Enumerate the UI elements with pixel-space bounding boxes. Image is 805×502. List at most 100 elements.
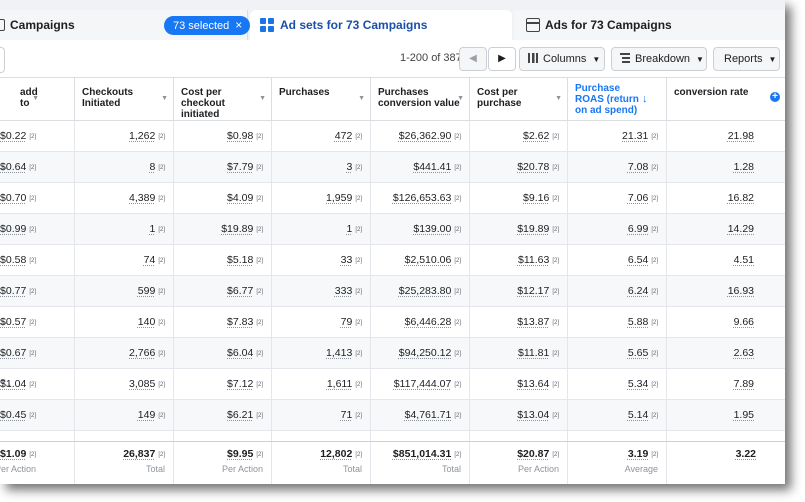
column-header-purchase-roas[interactable]: Purchase ROAS (return on ad spend) ↓ <box>567 78 666 121</box>
cell-value: $20.77 <box>517 440 549 441</box>
table-row[interactable]: ... $0.57 [2] 140 [2] $7.83 [2] 79 [2] $6,446.28[… <box>0 307 785 338</box>
cell-cost-per-purchase: $12.17 [2] <box>469 276 567 306</box>
tab-ads[interactable]: Ads for 73 Campaigns <box>514 10 785 40</box>
reports-button[interactable]: Reports ▼ <box>713 47 780 71</box>
cell-value: $13.87 <box>517 316 550 328</box>
cell-value: $12.17 <box>517 285 550 297</box>
add-column-icon[interactable]: + <box>770 92 780 102</box>
cell-value: $6.77 <box>227 285 254 297</box>
footnote-marker: [2] <box>256 258 263 264</box>
cell-add-to: $0.99 [2] <box>0 214 44 244</box>
cell-add-to: $1.35[2] <box>0 431 44 441</box>
chevron-down-icon[interactable]: ▼ <box>555 95 562 102</box>
total-add-to: $1.09[2] Per Action <box>0 442 44 484</box>
column-header-checkouts-initiated[interactable]: Checkouts Initiated ▼ <box>74 78 173 121</box>
cell-cost-per-purchase: $20.77[2] <box>469 431 567 441</box>
table-row[interactable]: $0.70 [2] 4,389 [2] $4.09 [2] 1,959 [2] $126,653… <box>0 183 785 214</box>
breakdown-button[interactable]: Breakdown ▼ <box>611 47 707 71</box>
chevron-down-icon[interactable]: ▼ <box>32 95 39 102</box>
tab-campaigns[interactable]: Campaigns 73 selected × <box>0 10 251 40</box>
chevron-down-icon[interactable]: ▼ <box>358 95 365 102</box>
footnote-marker: [2] <box>29 227 36 233</box>
cell-checkouts-initiated: 140 [2] <box>74 307 173 337</box>
columns-button[interactable]: Columns ▼ <box>519 47 605 71</box>
cell-checkouts-initiated: 2,766 [2] <box>74 338 173 368</box>
cell-value: $0.70 <box>0 192 27 204</box>
column-header-cost-per-purchase[interactable]: Cost per purchase ▼ <box>469 78 567 121</box>
cell-conversion-rate: 7.89 <box>666 369 764 399</box>
footnote-marker: [2] <box>29 196 36 202</box>
table-row[interactable]: $0.99 [2] 1 [2] $19.89 [2] 1 [2] $139.00 [2] $19.8… <box>0 214 785 245</box>
footnote-marker: [2] <box>355 452 362 458</box>
cell-purchases: 71 [2] <box>271 400 370 430</box>
table-row[interactable]: $0.77 [2] 599 [2] $6.77 [2] 333 [2] $25,283.80 [2… <box>0 276 785 307</box>
total-cost-per-checkout: $9.95 [2] Per Action <box>173 442 271 484</box>
cell-value: 2,766 <box>129 347 156 359</box>
table-row[interactable]: $0.22 [2] 1,262 [2] $0.98 [2] 472 [2] $26,362.90… <box>0 121 785 152</box>
cell-purchases-value: $25,283.80 [2] <box>370 276 469 306</box>
cell-checkouts-initiated: 1 [2] <box>74 214 173 244</box>
column-header-cost-per-checkout[interactable]: Cost per checkout initiated ▼ <box>173 78 271 121</box>
table-row[interactable]: $1.35[2]8[2]$7.79[2]3[2]$318.98[2]$20.77… <box>0 431 785 441</box>
cell-value: $1.35 <box>0 440 26 441</box>
cell-value: $94,250.12 <box>398 347 452 359</box>
table-row[interactable]: $0.45 [2] 149 [2] $6.21 [2] 71 [2] $4,761.71 [2] $… <box>0 400 785 431</box>
table-row[interactable]: $0.67 [2] 2,766 [2] $6.04 [2] 1,413 [2] $94,250.… <box>0 338 785 369</box>
cell-value: $0.64 <box>0 161 27 173</box>
cell-value: 7.06 <box>627 192 649 204</box>
grid-icon <box>260 18 274 32</box>
cell-conversion-rate: 16.93 <box>666 276 764 306</box>
chevron-down-icon[interactable]: ▼ <box>161 95 168 102</box>
column-header-label: add to <box>20 87 38 109</box>
footnote-marker: [2] <box>29 452 36 458</box>
cell-value: $7.12 <box>227 378 254 390</box>
total-amount: 3.19 <box>627 448 649 460</box>
footnote-marker: [2] <box>29 289 36 295</box>
cell-value: 1,611 <box>326 378 353 390</box>
cell-purchases-value: $94,250.12 [2] <box>370 338 469 368</box>
cell-conversion-rate: 1.37 <box>666 431 764 441</box>
cell-purchases-value: $26,362.90 [2] <box>370 121 469 151</box>
cell-value: $0.77 <box>0 285 27 297</box>
column-header-label: Checkouts Initiated <box>82 87 134 109</box>
cell-value: $2,510.06 <box>404 254 452 266</box>
close-icon[interactable]: × <box>235 18 243 32</box>
cell-add-to: $0.45 [2] <box>0 400 44 430</box>
chevron-down-icon[interactable]: ▼ <box>457 95 464 102</box>
total-purchases-value: $851,014.31 [2] Total <box>370 442 469 484</box>
cell-value: $318.98 <box>413 440 451 441</box>
footnote-marker: [2] <box>552 227 559 233</box>
column-header-purchases[interactable]: Purchases ▼ <box>271 78 370 121</box>
next-page-button[interactable]: ▶ <box>488 47 516 71</box>
cell-value: $6.04 <box>227 347 254 359</box>
total-value: 26,837 [2] <box>123 448 165 460</box>
table-row[interactable]: $0.58 [2] 74 [2] $5.18 [2] 33 [2] $2,510.06 [2] $1… <box>0 245 785 276</box>
total-label: Total <box>145 464 165 474</box>
tab-adsets[interactable]: Ad sets for 73 Campaigns <box>250 10 512 40</box>
footnote-marker: [2] <box>552 382 559 388</box>
toolbar-left-button[interactable] <box>0 47 5 73</box>
column-header-add-to[interactable]: add to ▼ <box>0 78 44 121</box>
footnote-marker: [2] <box>355 165 362 171</box>
cell-add-to: $0.57 [2] <box>0 307 44 337</box>
prev-page-button[interactable]: ◀ <box>459 47 487 71</box>
cell-value: 8 <box>149 161 156 173</box>
cell-value: 2.63 <box>733 347 754 359</box>
breakdown-icon <box>620 53 630 63</box>
column-header-label: Purchases conversion value <box>378 87 460 109</box>
cell-value: 6.99 <box>627 223 649 235</box>
column-header-label: Cost per purchase <box>477 87 522 109</box>
level-tabs: Campaigns 73 selected × Ad sets for 73 Ca… <box>0 0 785 40</box>
column-header-conversion-rate[interactable]: conversion rate <box>666 78 764 121</box>
column-header-purchases-value[interactable]: Purchases conversion value ▼ <box>370 78 469 121</box>
table-row[interactable]: ?.. $1.04 [2] 3,085 [2] $7.12 [2] 1,611 [2] $117,… <box>0 369 785 400</box>
cell-value: 74 <box>143 254 156 266</box>
selected-badge[interactable]: 73 selected × <box>164 16 251 35</box>
cell-cost-per-checkout: $7.12 [2] <box>173 369 271 399</box>
table-row[interactable]: ... $0.64 [2] 8 [2] $7.79 [2] 3 [2] $441.41 [2] $20… <box>0 152 785 183</box>
sort-descending-icon[interactable]: ↓ <box>642 93 648 105</box>
cell-purchase-roas: 5.88 [2] <box>567 307 666 337</box>
chevron-down-icon[interactable]: ▼ <box>259 95 266 102</box>
total-amount: 26,837 <box>123 448 156 460</box>
footnote-marker: [2] <box>158 258 165 264</box>
